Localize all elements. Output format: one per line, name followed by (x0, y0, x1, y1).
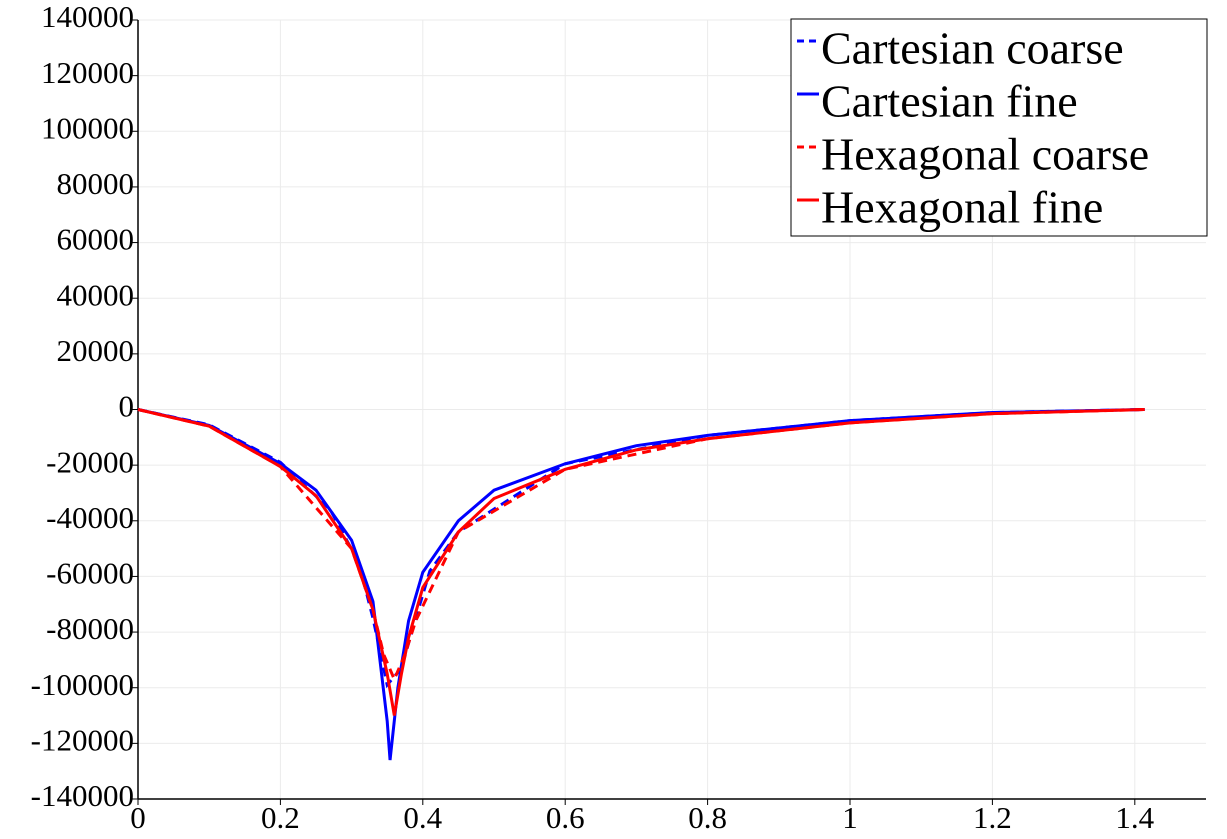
x-tick-label: 0.2 (261, 800, 300, 835)
y-tick-label: -140000 (31, 778, 134, 813)
y-tick-label: -60000 (46, 556, 134, 591)
legend-label: Hexagonal fine (821, 182, 1103, 233)
y-tick-label: -20000 (46, 444, 134, 479)
y-tick-label: 40000 (57, 277, 135, 312)
x-tick-label: 1.2 (973, 800, 1012, 835)
series-line (137, 408, 1145, 716)
y-tick-label: -120000 (31, 722, 134, 757)
y-tick-label: -80000 (46, 611, 134, 646)
x-tick-label: 1.4 (1115, 800, 1154, 835)
y-tick-label: 140000 (41, 0, 134, 34)
y-tick-label: 120000 (41, 55, 134, 90)
x-tick-label: 0.8 (688, 800, 727, 835)
legend-box (790, 18, 1208, 237)
series-line (137, 408, 1145, 689)
x-tick-label: 0.6 (546, 800, 585, 835)
y-tick-label: 80000 (57, 166, 135, 201)
x-tick-label: 0 (130, 800, 146, 835)
y-tick-label: 20000 (57, 333, 135, 368)
series-line (137, 408, 1145, 761)
y-tick-label: 60000 (57, 222, 135, 257)
legend-label: Cartesian fine (821, 76, 1078, 127)
y-tick-label: 0 (119, 389, 135, 424)
y-tick-label: 100000 (41, 110, 134, 145)
legend-label: Hexagonal coarse (821, 129, 1149, 180)
x-tick-label: 0.4 (403, 800, 442, 835)
x-tick-label: 1 (842, 800, 858, 835)
y-tick-label: -40000 (46, 500, 134, 535)
y-tick-label: -100000 (31, 667, 134, 702)
legend-label: Cartesian coarse (821, 23, 1124, 74)
